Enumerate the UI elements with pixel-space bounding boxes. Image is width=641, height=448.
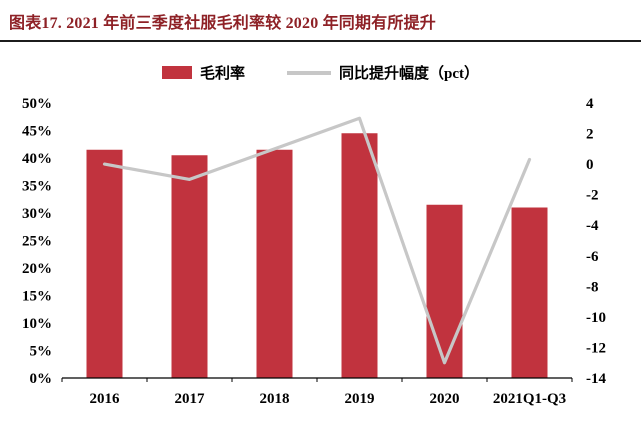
- right-axis-label: 4: [586, 96, 594, 112]
- title-divider: [0, 40, 641, 42]
- bar-2018: [256, 149, 293, 378]
- line-series: [102, 116, 532, 365]
- right-axis-label: -14: [586, 371, 606, 387]
- chart-legend: 毛利率 同比提升幅度（pct）: [0, 62, 641, 83]
- left-axis-label: 30%: [22, 206, 52, 222]
- left-axis-label: 45%: [22, 124, 52, 140]
- left-axis-label: 20%: [22, 261, 52, 277]
- x-axis-label: 2016: [90, 391, 121, 407]
- bar-2017: [171, 155, 208, 378]
- legend-item-line: 同比提升幅度（pct）: [287, 62, 479, 83]
- x-axis-label: 2018: [260, 391, 290, 407]
- right-axis-label: -8: [586, 279, 599, 295]
- left-axis-label: 25%: [22, 234, 52, 250]
- x-axis-label: 2017: [175, 391, 206, 407]
- left-axis-label: 40%: [22, 151, 52, 167]
- left-axis-label: 0%: [30, 371, 53, 387]
- chart-canvas: 0% 5% 10% 15% 20% 25% 30% 35% 40% 45% 50% -14 -12 -10…: [22, 96, 606, 407]
- right-axis-label: -10: [586, 310, 606, 326]
- left-axis-label: 15%: [22, 289, 52, 305]
- right-axis-label: -2: [586, 188, 599, 204]
- bar-2021Q1-Q3: [511, 207, 548, 378]
- right-axis-label: -12: [586, 340, 606, 356]
- legend-item-bar: 毛利率: [161, 62, 245, 83]
- chart-title: 图表17. 2021 年前三季度社服毛利率较 2020 年同期有所提升: [9, 15, 437, 32]
- left-axis-label: 50%: [22, 96, 52, 112]
- x-axis-label: 2020: [430, 391, 460, 407]
- bar-2020: [426, 204, 463, 378]
- bar-2019: [341, 133, 378, 378]
- bar-2016: [86, 149, 123, 378]
- right-axis-label: -6: [586, 249, 599, 265]
- right-axis-label: 0: [586, 157, 594, 173]
- x-axis-label: 2019: [345, 391, 375, 407]
- left-axis-label: 10%: [22, 316, 52, 332]
- bar-swatch-icon: [161, 66, 192, 79]
- right-axis-label: 2: [586, 127, 594, 143]
- left-axis-label: 5%: [30, 344, 53, 360]
- legend-bar-label: 毛利率: [199, 66, 245, 82]
- left-axis-label: 35%: [22, 179, 52, 195]
- legend-line-label: 同比提升幅度（pct）: [339, 66, 479, 82]
- line-swatch-icon: [287, 70, 331, 75]
- x-axis-label: 2021Q1-Q3: [493, 391, 566, 407]
- right-axis-label: -4: [586, 218, 599, 234]
